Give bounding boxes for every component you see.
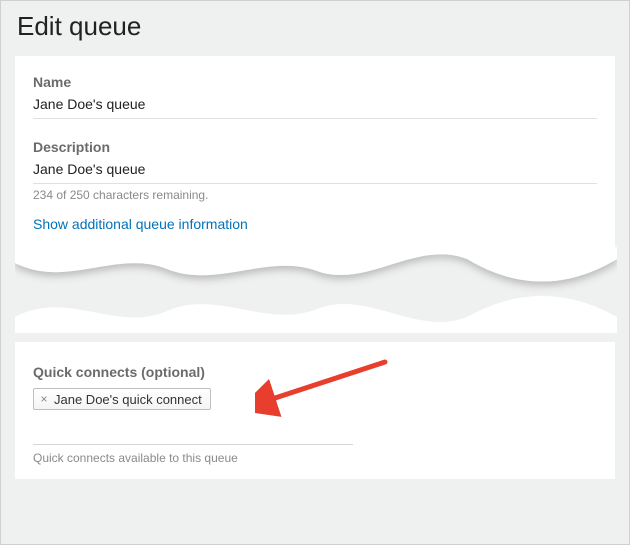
available-quick-connects-label: Quick connects available to this queue <box>33 451 597 465</box>
quick-connects-card: Quick connects (optional) × Jane Doe's q… <box>15 342 615 479</box>
remove-chip-icon[interactable]: × <box>38 393 50 405</box>
quick-connects-label: Quick connects (optional) <box>33 364 597 380</box>
quick-connect-chip[interactable]: × Jane Doe's quick connect <box>33 388 211 410</box>
name-label: Name <box>33 74 597 90</box>
description-label: Description <box>33 139 597 155</box>
queue-details-card: Name Jane Doe's queue Description Jane D… <box>15 56 615 248</box>
page-title: Edit queue <box>1 1 629 56</box>
characters-remaining: 234 of 250 characters remaining. <box>33 188 597 202</box>
divider <box>33 444 353 445</box>
chip-label: Jane Doe's quick connect <box>54 392 202 407</box>
name-input[interactable]: Jane Doe's queue <box>33 92 597 119</box>
show-additional-info-link[interactable]: Show additional queue information <box>33 202 248 232</box>
description-input[interactable]: Jane Doe's queue <box>33 157 597 184</box>
content-break-decoration <box>15 248 615 332</box>
